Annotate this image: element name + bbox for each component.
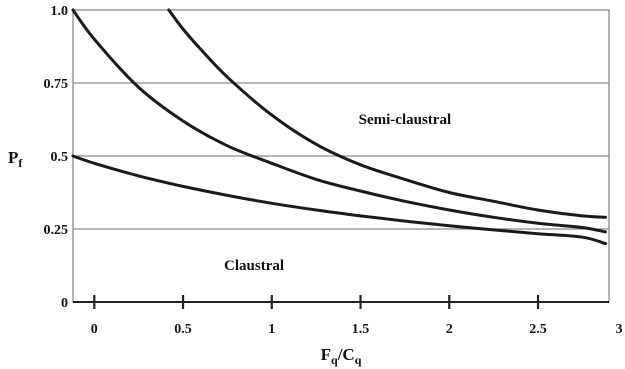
x-ticks: 0 0.5 1 1.5 2 2.5 3 [91, 295, 623, 337]
x-tick-label: 1 [268, 322, 275, 337]
x-tick-label: 3 [616, 322, 623, 337]
x-tick-label: 0 [91, 322, 98, 337]
y-axis-label-sub: f [18, 156, 23, 170]
region-label: Claustral [224, 258, 284, 274]
x-tick-label: 1.5 [352, 322, 370, 337]
region-label: Semi-claustral [359, 112, 451, 128]
y-tick-label: 0.5 [51, 150, 69, 165]
x-axis-label-sub2: q [355, 353, 362, 367]
y-tick-label: 0.75 [44, 77, 69, 92]
x-axis-label-sub1: q [331, 353, 338, 367]
curve-2 [71, 8, 607, 234]
x-axis-label-sep: /C [337, 345, 355, 364]
curves-layer [71, 8, 607, 246]
y-ticks: 0 0.25 0.5 0.75 1.0 [44, 4, 69, 311]
annotations: Semi-claustral Claustral [224, 112, 451, 274]
x-tick-label: 0.5 [174, 322, 192, 337]
x-tick-label: 2.5 [529, 322, 547, 337]
x-axis-label: Fq/Cq [321, 345, 362, 367]
curve-1 [71, 154, 607, 246]
x-tick-label: 2 [446, 322, 453, 337]
y-tick-label: 0 [61, 296, 68, 311]
y-tick-label: 1.0 [51, 4, 69, 19]
x-axis-label-main: F [321, 345, 331, 364]
curve-3 [167, 8, 607, 219]
y-axis-label-main: P [8, 148, 18, 167]
y-axis-label: Pf [8, 148, 23, 170]
y-tick-label: 0.25 [44, 223, 69, 238]
